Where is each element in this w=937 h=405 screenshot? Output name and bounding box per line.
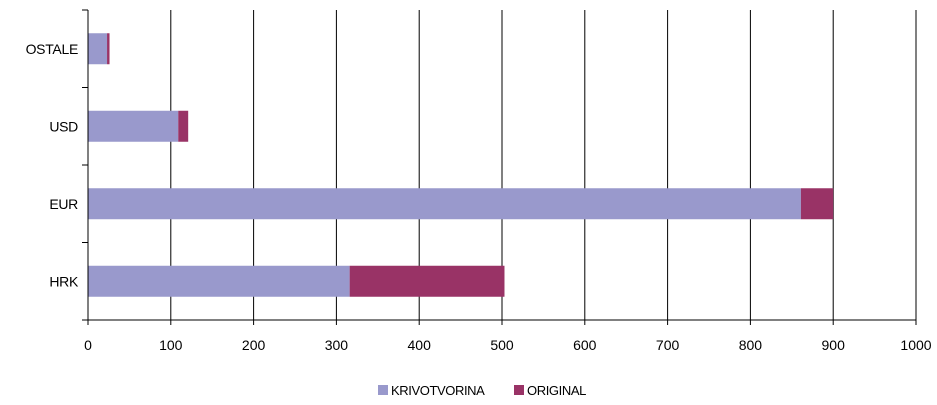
legend-label: KRIVOTVORINA — [391, 383, 485, 398]
category-label: EUR — [49, 196, 78, 212]
x-tick-label: 600 — [573, 337, 597, 353]
x-tick-label: 500 — [490, 337, 514, 353]
x-tick-label: 100 — [159, 337, 183, 353]
x-tick-label: 900 — [822, 337, 846, 353]
bars — [88, 33, 833, 297]
bar-krivotvorina-usd — [88, 111, 178, 142]
x-tick-label: 400 — [408, 337, 432, 353]
legend-item: KRIVOTVORINA — [378, 383, 485, 398]
bar-original-hrk — [350, 266, 505, 297]
bar-original-usd — [178, 111, 188, 142]
x-tick-label: 300 — [325, 337, 349, 353]
bar-krivotvorina-eur — [88, 188, 801, 219]
legend: KRIVOTVORINA ORIGINAL — [378, 383, 586, 398]
bar-krivotvorina-hrk — [88, 266, 350, 297]
legend-label: ORIGINAL — [527, 383, 586, 398]
category-label: USD — [49, 118, 78, 134]
category-label: OSTALE — [26, 41, 78, 57]
legend-swatch — [378, 385, 388, 395]
legend-swatch — [514, 385, 524, 395]
bar-krivotvorina-ostale — [88, 33, 107, 64]
category-label: HRK — [49, 273, 79, 289]
x-tick-label: 200 — [242, 337, 266, 353]
bar-original-ostale — [107, 33, 109, 64]
legend-item: ORIGINAL — [514, 383, 586, 398]
x-tick-label: 1000 — [900, 337, 931, 353]
x-tick-label: 700 — [656, 337, 680, 353]
x-tick-label: 0 — [84, 337, 92, 353]
x-tick-label: 800 — [739, 337, 763, 353]
bar-original-eur — [801, 188, 833, 219]
